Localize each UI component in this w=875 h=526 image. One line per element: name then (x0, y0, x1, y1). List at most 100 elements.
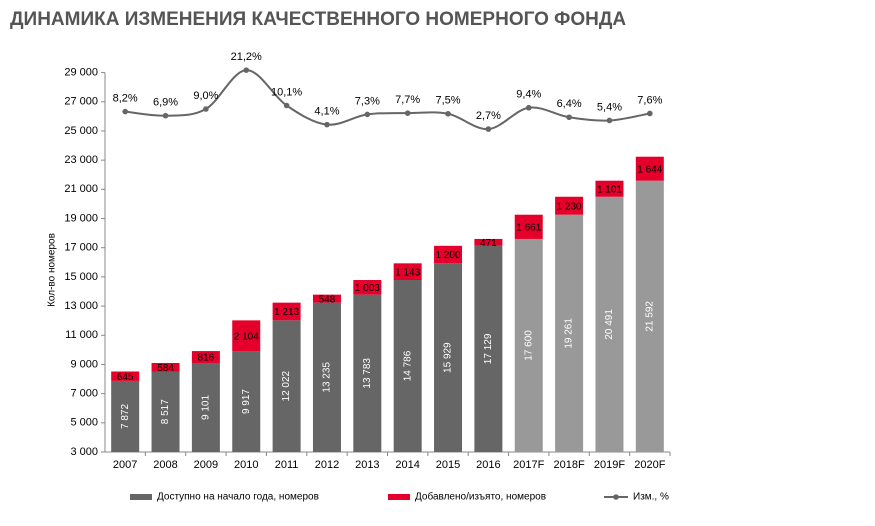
line-marker (283, 102, 290, 109)
bar-value-label: 584 (157, 363, 174, 374)
y-tick-label: 5 000 (70, 417, 98, 429)
bar-value-label: 9 917 (241, 389, 252, 414)
x-tick-label: 2011 (275, 459, 299, 471)
x-tick-label: 2016 (476, 459, 500, 471)
bar (393, 280, 422, 452)
line-marker (566, 114, 572, 121)
line-marker (606, 117, 613, 124)
bar-value-label: 1 661 (516, 222, 541, 233)
line-marker (364, 111, 371, 118)
bar-value-label: 1 101 (597, 184, 622, 195)
x-tick-label: 2008 (153, 459, 177, 471)
y-tick-label: 23 000 (64, 154, 98, 166)
x-tick-label: 2012 (315, 459, 339, 471)
bar (514, 214, 543, 239)
bar (312, 302, 341, 452)
x-tick-label: 2018F (554, 459, 585, 471)
line-value-label: 2,7% (476, 110, 501, 122)
y-tick-label: 17 000 (64, 242, 98, 254)
line-value-label: 6,9% (153, 97, 178, 109)
x-tick-label: 2007 (113, 459, 137, 471)
line-marker (162, 112, 169, 119)
legend-swatch (130, 494, 152, 500)
line-marker (122, 108, 128, 115)
x-tick-label: 2013 (355, 459, 379, 471)
y-tick-label: 13 000 (64, 300, 98, 312)
x-tick-label: 2015 (436, 459, 460, 471)
bar (232, 351, 261, 452)
legend-label: Доступно на начало года, номеров (157, 492, 319, 503)
bar (111, 380, 140, 452)
bar-value-label: 1 003 (355, 283, 380, 294)
line-marker (324, 121, 330, 128)
line-marker (404, 110, 411, 116)
y-tick-label: 27 000 (64, 96, 98, 108)
y-tick-label: 25 000 (64, 125, 98, 137)
bar (353, 294, 382, 452)
bar (555, 196, 584, 215)
bar-value-label: 8 517 (160, 399, 171, 424)
x-tick-label: 2014 (395, 459, 419, 471)
line (125, 69, 650, 131)
bar (434, 245, 463, 264)
bar-value-label: 1 200 (436, 250, 461, 261)
x-tick-label: 2019F (594, 459, 625, 471)
bar (635, 156, 664, 181)
bar (191, 362, 220, 452)
line-marker (525, 104, 532, 111)
bar-value-label: 21 592 (644, 301, 655, 332)
bar (555, 214, 584, 452)
bar-value-label: 1 644 (637, 164, 662, 175)
bar-value-label: 19 261 (564, 318, 575, 349)
bar-value-label: 20 491 (604, 309, 615, 340)
bar-value-label: 1 230 (557, 201, 582, 212)
bar-value-label: 645 (117, 372, 134, 383)
bar-value-label: 14 786 (402, 350, 413, 381)
bar (474, 245, 503, 452)
y-tick-label: 29 000 (64, 66, 98, 78)
line-value-label: 9,0% (193, 90, 218, 102)
bar (312, 294, 341, 303)
bar (514, 238, 543, 452)
y-tick-label: 11 000 (65, 329, 98, 341)
y-tick-label: 9 000 (70, 358, 98, 370)
line-value-label: 6,4% (557, 98, 582, 110)
bar (151, 371, 180, 452)
line-marker (203, 106, 209, 112)
line-value-label: 7,5% (435, 95, 460, 107)
x-tick-label: 2020F (634, 459, 665, 471)
bar (595, 196, 624, 452)
bar-value-label: 1 143 (395, 267, 420, 278)
x-tick-label: 2017F (513, 459, 544, 471)
bar (191, 351, 220, 363)
bar-value-label: 17 129 (483, 333, 494, 364)
line-value-label: 4,1% (314, 106, 339, 118)
bar-value-label: 17 600 (523, 330, 534, 361)
bar-value-label: 12 022 (281, 370, 292, 401)
bar (434, 263, 463, 452)
y-tick-label: 19 000 (64, 212, 98, 224)
y-tick-label: 3 000 (70, 446, 98, 458)
bar (595, 180, 624, 197)
line-value-label: 7,6% (637, 94, 662, 106)
bar-value-label: 548 (319, 294, 336, 305)
bar (111, 371, 140, 381)
bar-value-label: 816 (198, 353, 215, 364)
y-axis-label: Кол-во номеров (47, 233, 58, 307)
bar-value-label: 13 235 (322, 362, 333, 393)
bar-value-label: 7 872 (120, 404, 131, 429)
bar (353, 280, 382, 295)
bar-value-label: 1 213 (274, 307, 299, 318)
line-value-label: 7,3% (355, 95, 380, 107)
legend-label: Добавлено/изъято, номеров (415, 491, 546, 503)
bar (272, 320, 301, 452)
bar (232, 320, 261, 352)
bar-value-label: 13 783 (362, 358, 373, 389)
legend-label: Изм., % (633, 492, 669, 503)
line-marker (243, 67, 250, 73)
line-value-label: 8,2% (113, 92, 138, 104)
bar (635, 180, 664, 452)
x-tick-label: 2009 (194, 459, 218, 471)
legend-swatch (613, 494, 619, 500)
